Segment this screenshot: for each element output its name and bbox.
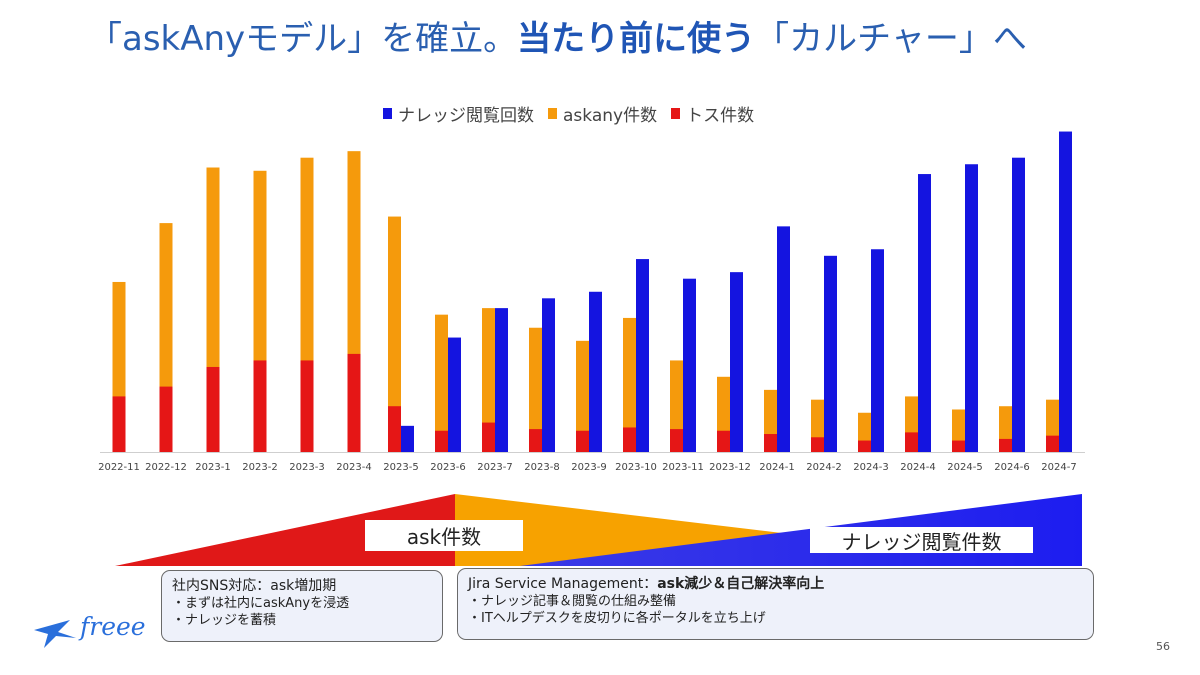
toss-bar: [300, 360, 314, 452]
x-tick-label: 2022-12: [145, 462, 187, 473]
x-tick-label: 2023-7: [477, 462, 512, 473]
toss-bar: [576, 430, 589, 452]
logo-text: freee: [78, 612, 146, 641]
knowledge-views-label: ナレッジ閲覧件数: [810, 527, 1033, 554]
toss-bar: [1046, 435, 1059, 452]
phase-box-right: Jira Service Management：ask減少＆自己解決率向上 ・ナ…: [457, 568, 1094, 640]
legend-label: ナレッジ閲覧回数: [398, 105, 534, 126]
freee-logo: freee: [34, 612, 146, 648]
knowledge-views-bar: [636, 259, 649, 452]
toss-bar: [529, 429, 542, 452]
x-tick-label: 2022-11: [98, 462, 140, 473]
knowledge-views-bar: [777, 226, 790, 452]
toss-bar: [999, 438, 1012, 452]
phase-box-left: 社内SNS対応：ask増加期 ・まずは社内にaskAnyを浸透 ・ナレッジを蓄積: [161, 570, 443, 642]
toss-bar: [717, 430, 730, 452]
legend-item-askany: askany件数: [548, 101, 657, 126]
x-tick-label: 2023-9: [571, 462, 606, 473]
x-tick-label: 2024-6: [994, 462, 1029, 473]
x-tick-label: 2024-4: [900, 462, 935, 473]
x-tick-label: 2024-7: [1041, 462, 1076, 473]
x-tick-label: 2024-1: [759, 462, 794, 473]
knowledge-views-bar: [495, 308, 508, 452]
knowledge-views-bar: [965, 164, 978, 453]
slide-title: 「askAnyモデル」を確立。当たり前に使う「カルチャー」へ: [88, 14, 1188, 64]
x-tick-label: 2023-6: [430, 462, 465, 473]
toss-bar: [482, 422, 495, 452]
knowledge-views-bar: [1012, 157, 1025, 452]
askany-bar: [529, 327, 542, 452]
page-number: 56: [1156, 640, 1170, 653]
phase-box-left-item: ・ナレッジを蓄積: [172, 613, 277, 628]
askany-bar: [623, 317, 636, 452]
legend-swatch: [383, 107, 392, 119]
legend-label: askany件数: [563, 105, 658, 126]
knowledge-views-bar: [1059, 131, 1072, 453]
legend-item-knowledge-views: ナレッジ閲覧回数: [383, 101, 534, 126]
knowledge-views-bar: [730, 272, 743, 452]
toss-bar: [670, 429, 683, 452]
phase-box-right-heading: Jira Service Management：ask減少＆自己解決率向上: [468, 575, 1083, 593]
phase-box-right-item: ・ナレッジ記事＆閲覧の仕組み整備: [468, 594, 677, 609]
askany-bar: [482, 308, 495, 452]
phase-box-right-heading-normal: Jira Service Management：: [468, 576, 658, 592]
ask-count-label: ask件数: [365, 520, 523, 551]
legend-label: トス件数: [686, 105, 755, 126]
phase-box-right-item: ・ITヘルプデスクを皮切りに各ポータルを立ち上げ: [468, 611, 766, 626]
x-tick-label: 2023-10: [615, 462, 657, 473]
toss-bar: [112, 396, 126, 452]
toss-bar: [206, 366, 220, 452]
legend-swatch: [671, 107, 681, 119]
x-tick-label: 2023-5: [383, 462, 418, 473]
x-tick-label: 2023-4: [336, 462, 371, 473]
bird-icon: [34, 620, 76, 648]
x-tick-label: 2023-3: [289, 462, 324, 473]
toss-bar: [347, 353, 361, 452]
title-part3: 「カルチャー」へ: [755, 19, 1027, 59]
title-part1: 「askAnyモデル」を確立。: [88, 19, 518, 59]
askany-bar: [435, 314, 448, 452]
knowledge-views-bar: [448, 337, 461, 452]
x-tick-label: 2024-5: [947, 462, 982, 473]
askany-bar: [576, 340, 589, 452]
x-tick-label: 2023-12: [709, 462, 751, 473]
toss-bar: [905, 432, 918, 452]
toss-bar: [435, 430, 448, 452]
knowledge-views-bar: [918, 174, 931, 453]
knowledge-views-bar: [401, 425, 414, 452]
chart-legend: ナレッジ閲覧回数 askany件数 トス件数: [383, 101, 768, 126]
toss-bar: [253, 360, 267, 452]
x-tick-label: 2023-11: [662, 462, 704, 473]
legend-swatch: [548, 107, 557, 119]
legend-item-toss: トス件数: [671, 101, 754, 126]
toss-bar: [858, 440, 871, 452]
x-tick-label: 2024-3: [853, 462, 888, 473]
knowledge-views-bar: [824, 255, 837, 452]
x-tick-label: 2023-8: [524, 462, 559, 473]
toss-bar: [764, 434, 777, 452]
askany-bar: [388, 216, 401, 452]
x-tick-label: 2024-2: [806, 462, 841, 473]
toss-bar: [388, 406, 401, 452]
title-part2: 当たり前に使う: [517, 19, 756, 59]
x-tick-label: 2023-2: [242, 462, 277, 473]
toss-bar: [952, 440, 965, 452]
knowledge-views-bar: [683, 278, 696, 452]
knowledge-views-bar: [542, 298, 555, 452]
bar-chart: 2022-11 2022-12 2023-1 2023-2 2023-3 2023-4 20…: [98, 131, 1085, 473]
toss-bar: [623, 427, 636, 452]
toss-bar: [811, 437, 824, 452]
phase-box-right-heading-bold: ask減少＆自己解決率向上: [657, 576, 825, 592]
knowledge-views-bar: [871, 249, 884, 452]
x-tick-label: 2023-1: [195, 462, 230, 473]
phase-box-left-item: ・まずは社内にaskAnyを浸透: [172, 596, 350, 611]
toss-bar: [159, 386, 173, 452]
knowledge-views-bar: [589, 291, 602, 452]
phase-box-left-heading: 社内SNS対応：ask増加期: [172, 578, 337, 594]
